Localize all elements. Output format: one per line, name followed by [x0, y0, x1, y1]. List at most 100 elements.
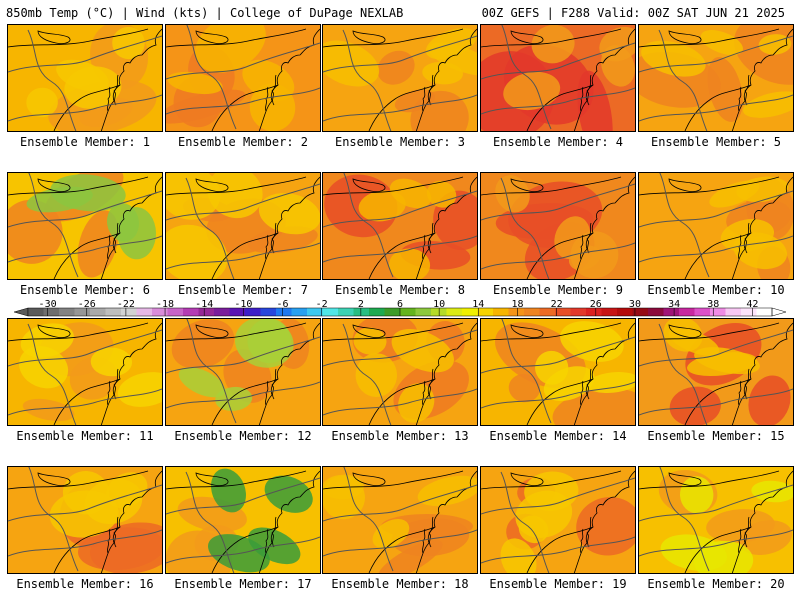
- ensemble-map-panel: [638, 318, 794, 426]
- geographic-boundary: [668, 178, 702, 192]
- chart-header: 850mb Temp (°C) | Wind (kts) | College o…: [0, 0, 800, 22]
- temperature-region: [117, 372, 162, 407]
- temperature-field-map: [166, 467, 320, 573]
- temperature-field-map: [481, 319, 635, 425]
- temperature-region: [748, 375, 791, 425]
- ensemble-map-panel: [638, 24, 794, 132]
- ensemble-map-panel: [7, 172, 163, 280]
- geographic-boundary: [352, 472, 386, 486]
- temperature-region: [355, 353, 397, 397]
- height-contour: [323, 35, 477, 73]
- colorbar-tick-label: 10: [433, 299, 445, 310]
- geographic-boundary: [352, 178, 386, 192]
- geographic-boundary: [481, 176, 622, 196]
- temperature-region: [738, 520, 793, 555]
- ensemble-map-panel: [165, 318, 321, 426]
- colorbar-tick-label: -14: [195, 299, 213, 310]
- geographic-boundary: [481, 470, 622, 490]
- height-contour: [639, 94, 793, 122]
- temperature-region: [700, 30, 743, 56]
- colorbar-bin: [307, 308, 323, 316]
- colorbar-tick-label: 18: [511, 299, 523, 310]
- colorbar-tick-label: 14: [472, 299, 484, 310]
- geographic-boundary: [415, 322, 477, 425]
- geographic-boundary: [510, 178, 544, 192]
- ensemble-member-label: Ensemble Member: 2: [177, 135, 309, 149]
- colorbar-bin: [508, 308, 525, 316]
- colorbar-bin: [245, 308, 261, 316]
- height-contour: [501, 319, 552, 424]
- geographic-boundary: [526, 378, 594, 425]
- geographic-boundary: [211, 526, 279, 573]
- temperature-region: [90, 347, 133, 377]
- geographic-boundary: [323, 322, 464, 342]
- ensemble-map-panel: [322, 466, 478, 574]
- colorbar-bin: [384, 308, 401, 316]
- colorbar-tick-label: 22: [551, 299, 563, 310]
- temperature-region: [64, 66, 122, 109]
- geographic-boundary: [738, 74, 750, 112]
- run-valid-time: 00Z GEFS | F288 Valid: 00Z SAT JUN 21 20…: [481, 6, 785, 20]
- height-contour: [166, 87, 320, 115]
- geographic-boundary: [166, 28, 307, 48]
- geographic-boundary: [738, 516, 750, 554]
- geographic-boundary: [195, 178, 229, 192]
- geographic-boundary: [580, 74, 592, 112]
- temperature-region: [388, 248, 431, 279]
- height-contour: [323, 235, 477, 263]
- geographic-boundary: [107, 516, 119, 554]
- colorbar-bin: [415, 308, 432, 316]
- ensemble-map-panel: [480, 466, 636, 574]
- ensemble-member-label: Ensemble Member: 10: [647, 283, 785, 297]
- geographic-boundary: [8, 28, 149, 48]
- colorbar-bin: [477, 308, 494, 316]
- colorbar-bin: [586, 308, 602, 316]
- colorbar-tick-label: 26: [590, 299, 602, 310]
- geographic-boundary: [211, 84, 279, 131]
- temperature-field-map: [323, 319, 477, 425]
- height-contour: [343, 173, 394, 278]
- geographic-boundary: [639, 28, 780, 48]
- geographic-boundary: [323, 176, 464, 196]
- geographic-boundary: [526, 232, 594, 279]
- geographic-boundary: [265, 222, 277, 260]
- colorbar-bin: [214, 308, 230, 316]
- height-contour: [186, 319, 237, 424]
- height-contour: [28, 173, 79, 278]
- geographic-boundary: [481, 28, 622, 48]
- temperature-region: [166, 224, 228, 279]
- temperature-region: [178, 367, 226, 398]
- colorbar-bin: [322, 308, 339, 316]
- geographic-boundary: [738, 222, 750, 260]
- geographic-boundary: [352, 324, 386, 338]
- temperature-region: [377, 540, 443, 573]
- colorbar-bin: [276, 308, 292, 316]
- colorbar-bin: [183, 308, 199, 316]
- geographic-boundary: [323, 470, 464, 490]
- geographic-boundary: [684, 378, 752, 425]
- ensemble-member-label: Ensemble Member: 8: [334, 283, 466, 297]
- geographic-boundary: [580, 516, 592, 554]
- height-contour: [8, 329, 162, 367]
- colorbar-bin: [694, 308, 711, 316]
- height-contour: [8, 35, 162, 73]
- temperature-field-map: [639, 319, 793, 425]
- height-contour: [166, 42, 320, 80]
- temperature-region: [552, 388, 635, 425]
- temperature-region: [242, 59, 295, 102]
- temperature-field-map: [8, 25, 162, 131]
- height-contour: [501, 25, 552, 130]
- colorbar-tick-label: 30: [629, 299, 641, 310]
- geographic-boundary: [195, 472, 229, 486]
- temperature-region: [167, 71, 223, 95]
- ensemble-member-label: Ensemble Member: 15: [647, 429, 785, 443]
- height-contour: [166, 336, 320, 374]
- ensemble-member-label: Ensemble Member: 1: [19, 135, 151, 149]
- colorbar-bin: [338, 308, 354, 316]
- ensemble-member-label: Ensemble Member: 5: [650, 135, 782, 149]
- ensemble-map-panel: [638, 172, 794, 280]
- colorbar-tick-label: -30: [39, 299, 57, 310]
- colorbar-bin: [43, 308, 60, 316]
- geographic-boundary: [368, 526, 436, 573]
- height-contour: [481, 183, 635, 221]
